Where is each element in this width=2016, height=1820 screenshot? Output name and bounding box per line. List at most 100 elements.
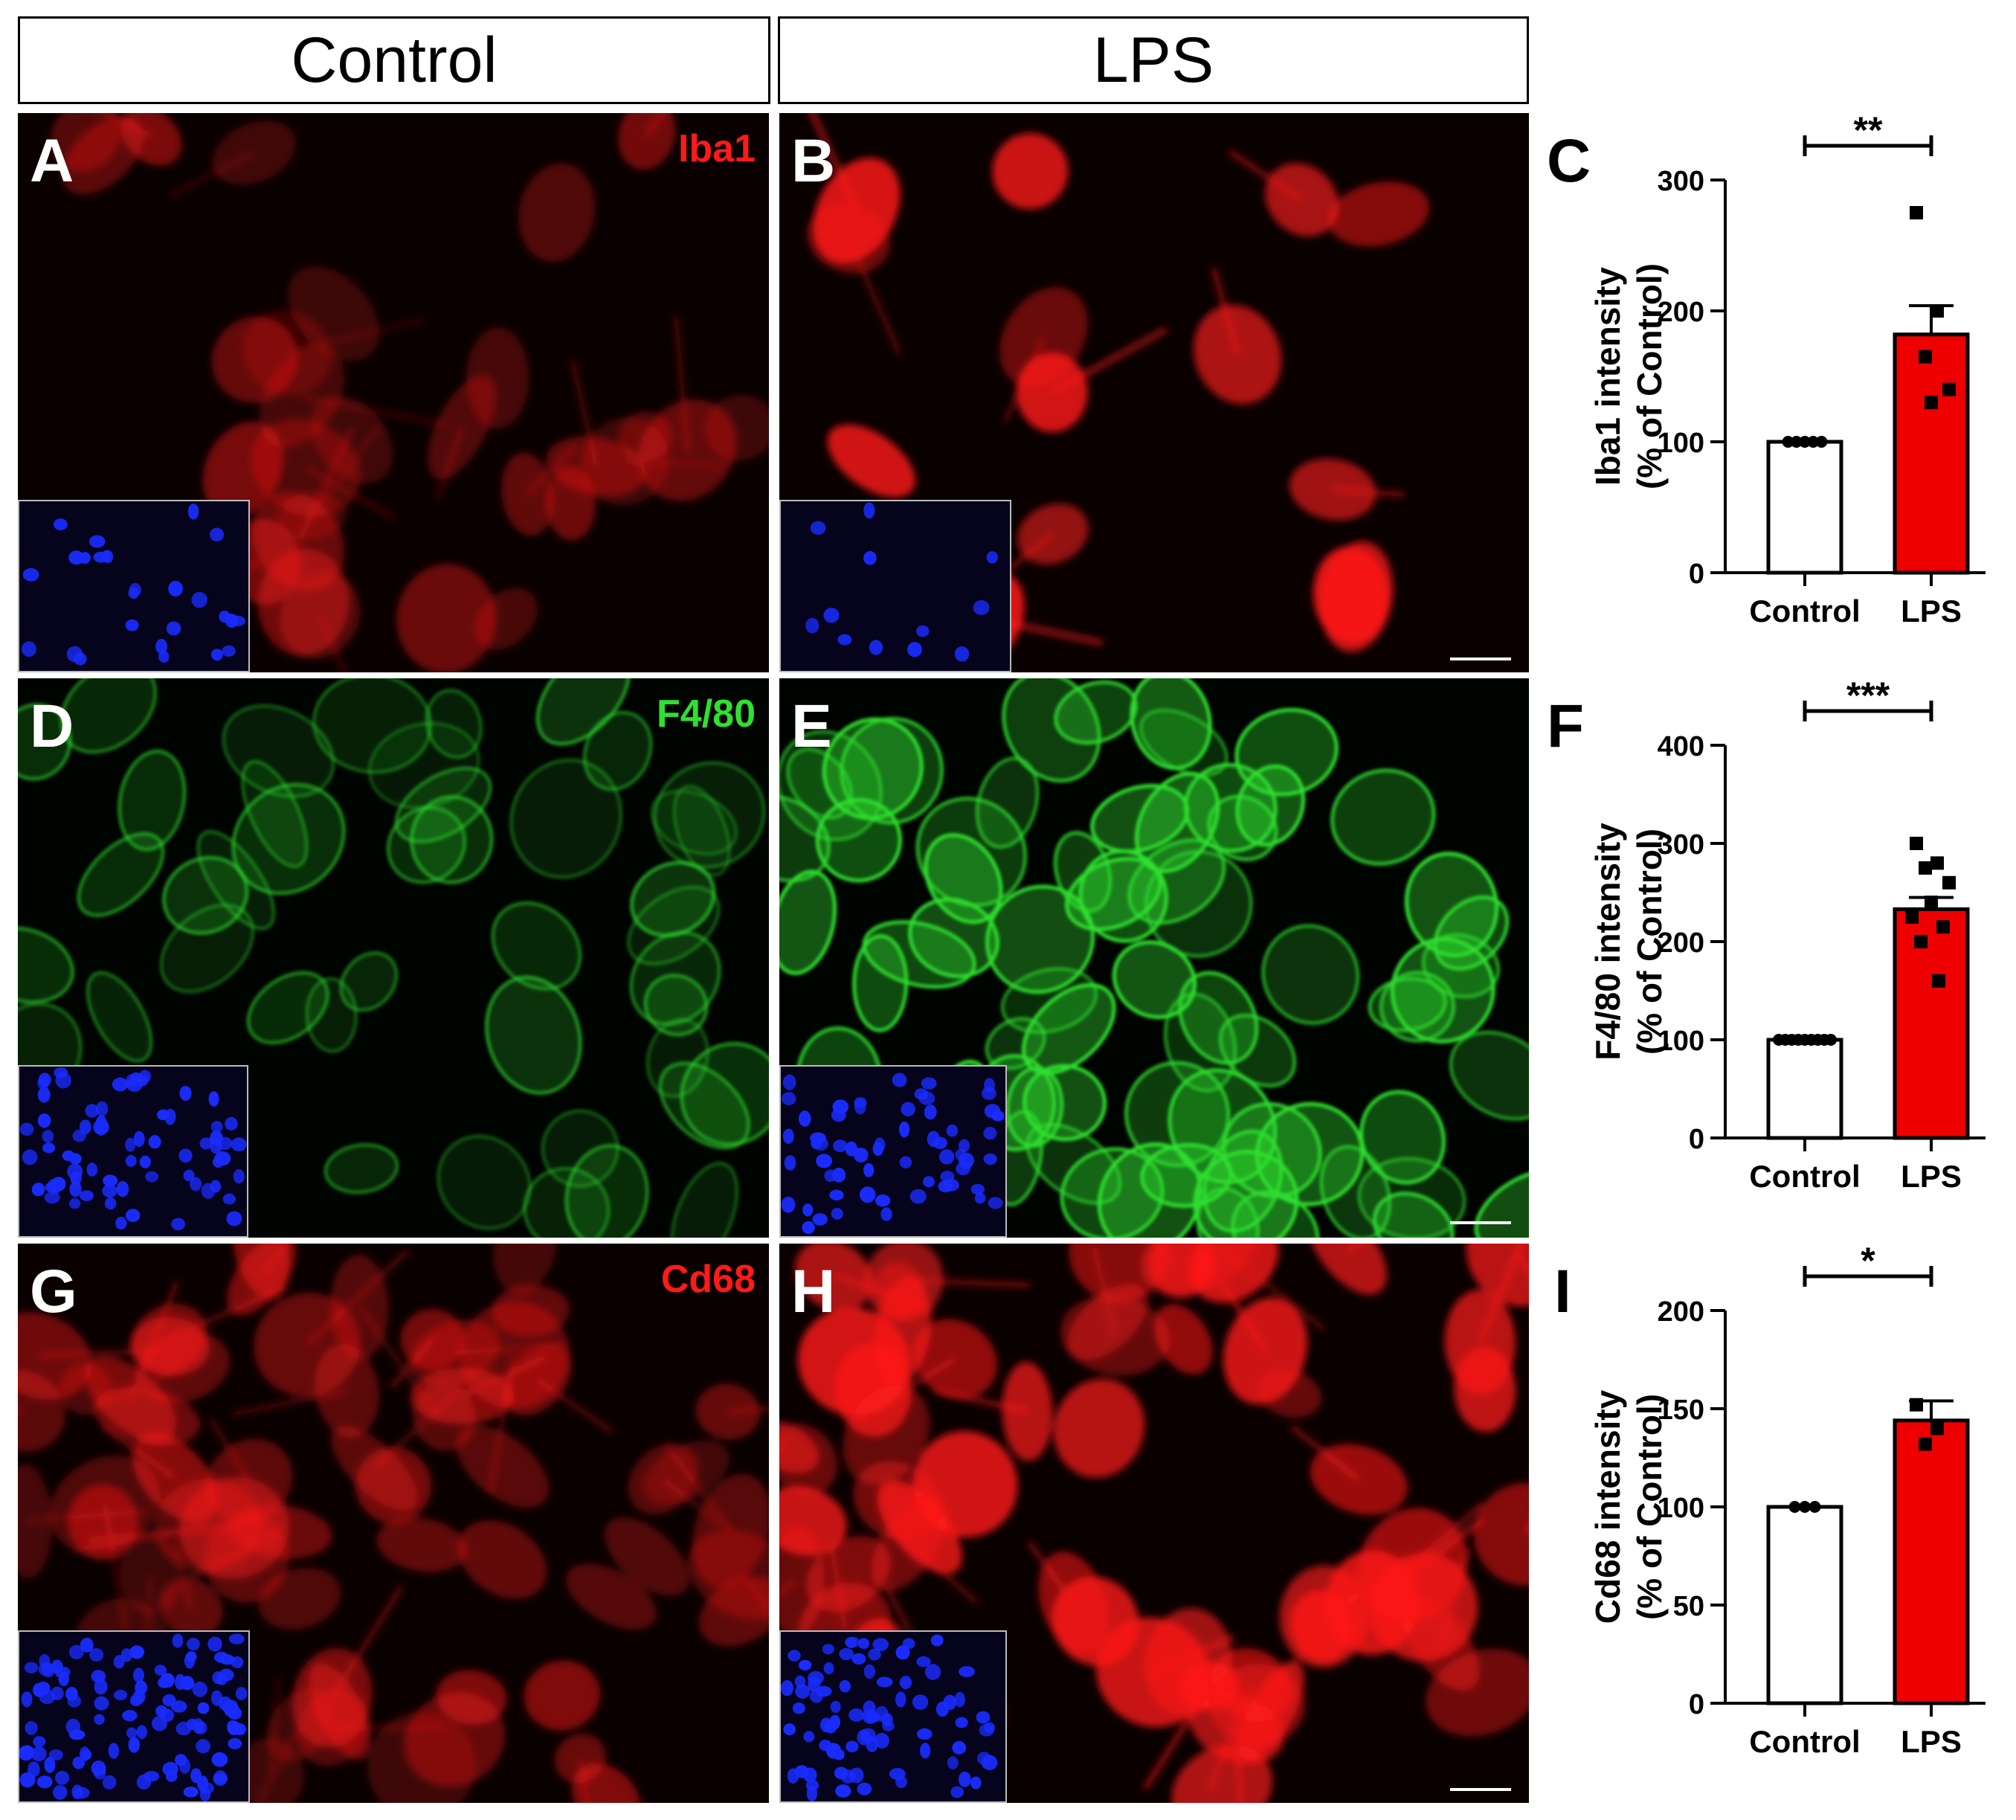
nucleus <box>120 1648 133 1662</box>
cell-process <box>486 1354 518 1493</box>
nucleus <box>924 1664 941 1680</box>
y-tick-label: 200 <box>1658 297 1704 328</box>
nucleus <box>892 1073 907 1087</box>
cell-process <box>187 1528 283 1581</box>
nucleus <box>907 642 922 657</box>
nucleus <box>69 1181 82 1197</box>
nucleus <box>44 1192 60 1204</box>
cell-process <box>1289 1424 1361 1482</box>
marker-label-iba1: Iba1 <box>677 127 756 170</box>
cell-body <box>1207 794 1278 862</box>
cell-body <box>312 678 433 774</box>
nucleus <box>179 1085 192 1102</box>
nucleus <box>114 1689 128 1701</box>
y-tick-label: 0 <box>1689 559 1704 590</box>
scale-bar-b <box>1450 657 1511 660</box>
nucleus <box>806 1785 818 1801</box>
scale-bar-h <box>1450 1788 1511 1791</box>
cell-body <box>779 1486 848 1556</box>
data-point <box>1815 436 1828 448</box>
nucleus <box>983 1127 997 1140</box>
nucleus <box>923 1176 935 1188</box>
nucleus <box>857 1782 872 1795</box>
marker-label-f480: F4/80 <box>657 692 756 736</box>
panel-letter-e: E <box>791 692 832 760</box>
y-tick-label: 50 <box>1673 1591 1704 1622</box>
nucleus <box>79 1190 94 1201</box>
nucleus <box>848 1708 865 1722</box>
cell-body <box>396 563 497 672</box>
nucleus <box>37 1113 51 1128</box>
nucleus <box>959 1771 971 1787</box>
bar-lps <box>1893 1418 1970 1705</box>
panel-letter-h: H <box>791 1258 836 1325</box>
x-tick-label: Control <box>1749 594 1860 628</box>
y-tick-label: 150 <box>1658 1395 1704 1426</box>
nucleus <box>222 645 236 657</box>
cell-process <box>1514 1252 1529 1275</box>
nucleus <box>39 1689 56 1705</box>
nucleus <box>901 1102 915 1117</box>
dapi-inset-b <box>779 500 1011 672</box>
header-control: Control <box>18 16 770 104</box>
nucleus <box>71 1784 83 1800</box>
cell-body <box>1223 1297 1308 1405</box>
cell-body <box>258 1567 341 1630</box>
nucleus <box>974 1192 986 1204</box>
nucleus <box>837 634 852 646</box>
nucleus <box>982 1087 996 1100</box>
cell-process <box>1477 1244 1524 1343</box>
nucleus <box>225 1116 238 1131</box>
nucleus <box>128 1737 141 1753</box>
cell-body <box>427 375 497 480</box>
cell-body <box>1069 1244 1169 1302</box>
nucleus <box>986 551 998 564</box>
cell-process <box>673 315 691 451</box>
data-point <box>1799 436 1811 448</box>
nucleus <box>799 1110 811 1127</box>
nucleus <box>812 1213 828 1226</box>
cell-body <box>1359 1090 1446 1185</box>
nucleus <box>802 1221 815 1235</box>
nucleus <box>853 1147 869 1163</box>
nucleus <box>863 502 875 519</box>
cell-body <box>1320 541 1394 652</box>
nucleus <box>834 1749 845 1760</box>
nucleus <box>156 1109 170 1121</box>
nucleus <box>207 1636 222 1652</box>
data-point <box>1930 1421 1944 1435</box>
nucleus <box>943 1178 959 1192</box>
nucleus <box>112 1077 129 1092</box>
cell-process <box>577 1758 590 1803</box>
y-tick-label: 200 <box>1658 927 1704 959</box>
nucleus <box>94 1714 105 1725</box>
nucleus <box>851 1653 866 1665</box>
nucleus <box>839 1647 854 1661</box>
nucleus <box>80 1637 94 1653</box>
nucleus <box>834 1766 848 1780</box>
nucleus <box>154 1665 167 1676</box>
cell-body <box>257 548 350 657</box>
cell-body <box>566 1563 657 1630</box>
nucleus <box>805 617 819 634</box>
cell-body <box>1196 1186 1260 1238</box>
nucleus <box>875 1705 889 1722</box>
bar-control <box>1766 440 1843 575</box>
cell-body <box>985 884 1095 994</box>
chart-letter-c: C <box>1547 127 1591 195</box>
nucleus <box>216 1136 233 1151</box>
nucleus <box>848 1767 864 1784</box>
x-tick-label: LPS <box>1901 1724 1962 1759</box>
nucleus <box>210 1121 223 1134</box>
nucleus <box>943 1694 957 1711</box>
cell-process <box>1025 1540 1076 1604</box>
cell-body <box>1193 304 1282 405</box>
nucleus <box>233 1168 245 1184</box>
cell-body <box>386 806 467 884</box>
micrograph-b: B <box>779 113 1529 672</box>
nucleus <box>219 610 231 623</box>
nucleus <box>133 1131 145 1147</box>
cell-body <box>86 971 153 1064</box>
nucleus <box>822 1644 834 1655</box>
nucleus <box>19 1122 34 1136</box>
